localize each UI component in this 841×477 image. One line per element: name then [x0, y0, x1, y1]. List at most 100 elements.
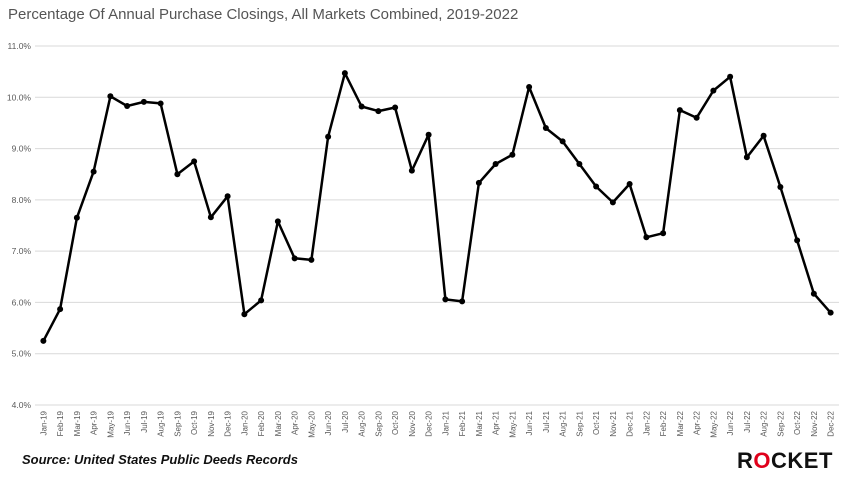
data-point [325, 133, 332, 140]
x-tick-label: Jan-19 [39, 410, 48, 435]
x-axis-ticks: Jan-19 Feb-19 Mar-19 Apr-19 May-19 Jun-19 Jul-… [39, 410, 835, 437]
data-point [526, 84, 533, 91]
x-tick-label: Jul-21 [542, 410, 551, 432]
x-tick-label: Jun-21 [525, 410, 534, 435]
x-tick-label: Jan-22 [642, 410, 651, 435]
data-point [392, 104, 399, 111]
data-point [459, 298, 466, 305]
data-point [475, 179, 482, 186]
x-tick-label: Oct-19 [190, 410, 199, 435]
data-point [191, 158, 198, 165]
data-point [274, 218, 281, 225]
x-tick-label: Aug-20 [358, 410, 367, 436]
x-tick-label: Jul-22 [743, 410, 752, 432]
x-tick-label: Oct-21 [592, 410, 601, 435]
x-tick-label: Sep-21 [575, 410, 584, 436]
data-point [341, 70, 348, 77]
x-tick-label: Mar-19 [73, 410, 82, 436]
x-tick-label: Feb-19 [56, 410, 65, 436]
x-tick-label: Dec-22 [827, 410, 836, 436]
data-point [559, 138, 566, 145]
data-point [124, 103, 131, 110]
data-point [408, 167, 415, 174]
y-tick-label: 10.0% [7, 92, 32, 102]
data-point [727, 73, 734, 80]
x-tick-label: Feb-21 [458, 410, 467, 436]
data-point [107, 93, 114, 100]
data-point [40, 337, 47, 344]
y-tick-label: 11.0% [8, 41, 32, 51]
y-tick-label: 4.0% [12, 400, 32, 410]
x-tick-label: Nov-19 [207, 410, 216, 436]
x-tick-label: Sep-19 [173, 410, 182, 436]
x-tick-label: Mar-21 [475, 410, 484, 436]
data-point [609, 199, 616, 206]
data-point [643, 234, 650, 241]
x-tick-label: Sep-22 [776, 410, 785, 436]
data-point [492, 160, 499, 167]
y-tick-label: 8.0% [12, 195, 32, 205]
logo-o: O [753, 448, 772, 473]
y-tick-label: 9.0% [12, 144, 32, 154]
series-points [40, 70, 834, 344]
x-tick-label: Feb-22 [659, 410, 668, 436]
data-point [676, 107, 683, 114]
series-line-path [42, 71, 832, 342]
data-point [291, 255, 298, 262]
data-point [660, 230, 667, 237]
y-tick-label: 5.0% [12, 349, 32, 359]
x-tick-label: Apr-20 [291, 410, 300, 435]
x-tick-label: Feb-20 [257, 410, 266, 436]
data-point [509, 151, 516, 158]
data-point [73, 214, 80, 221]
data-point [358, 103, 365, 110]
x-tick-label: Nov-21 [609, 410, 618, 436]
x-tick-label: Aug-21 [559, 410, 568, 436]
source-note: Source: United States Public Deeds Recor… [22, 452, 298, 467]
x-tick-label: Apr-22 [693, 410, 702, 435]
x-tick-label: Apr-21 [492, 410, 501, 435]
x-tick-label: Apr-19 [90, 410, 99, 435]
x-tick-label: Jan-20 [240, 410, 249, 435]
x-tick-label: Jun-22 [726, 410, 735, 435]
x-tick-label: May-22 [709, 410, 718, 437]
x-tick-label: Nov-20 [408, 410, 417, 436]
x-tick-label: May-20 [307, 410, 316, 437]
data-point [576, 160, 583, 167]
x-tick-label: Mar-22 [676, 410, 685, 436]
data-point [693, 114, 700, 121]
data-point [308, 256, 315, 263]
data-point [57, 306, 64, 313]
data-point [442, 296, 449, 303]
logo-r: R [737, 448, 754, 473]
x-tick-label: Dec-21 [626, 410, 635, 436]
x-tick-label: Mar-20 [274, 410, 283, 436]
x-tick-label: Aug-22 [760, 410, 769, 436]
x-tick-label: Jul-19 [140, 410, 149, 432]
data-point [425, 131, 432, 138]
x-tick-label: Jul-20 [341, 410, 350, 432]
data-point [90, 168, 97, 175]
data-point [626, 180, 633, 187]
data-point [593, 183, 600, 190]
x-tick-label: Nov-22 [810, 410, 819, 436]
data-point [743, 154, 750, 161]
x-tick-label: Jan-21 [441, 410, 450, 435]
y-tick-label: 6.0% [12, 297, 32, 307]
data-point [777, 184, 784, 191]
x-tick-label: Oct-22 [793, 410, 802, 435]
data-point [542, 125, 549, 132]
data-point [258, 297, 265, 304]
data-point [827, 309, 834, 316]
x-tick-label: Aug-19 [157, 410, 166, 436]
data-point [710, 87, 717, 94]
y-tick-label: 7.0% [12, 246, 32, 256]
x-tick-label: Jun-19 [123, 410, 132, 435]
x-tick-label: Dec-20 [425, 410, 434, 436]
data-point [375, 108, 382, 115]
chart-title: Percentage Of Annual Purchase Closings, … [8, 6, 519, 23]
data-point [157, 100, 164, 107]
data-point [760, 132, 767, 139]
data-point [207, 214, 214, 221]
x-tick-label: May-19 [106, 410, 115, 437]
